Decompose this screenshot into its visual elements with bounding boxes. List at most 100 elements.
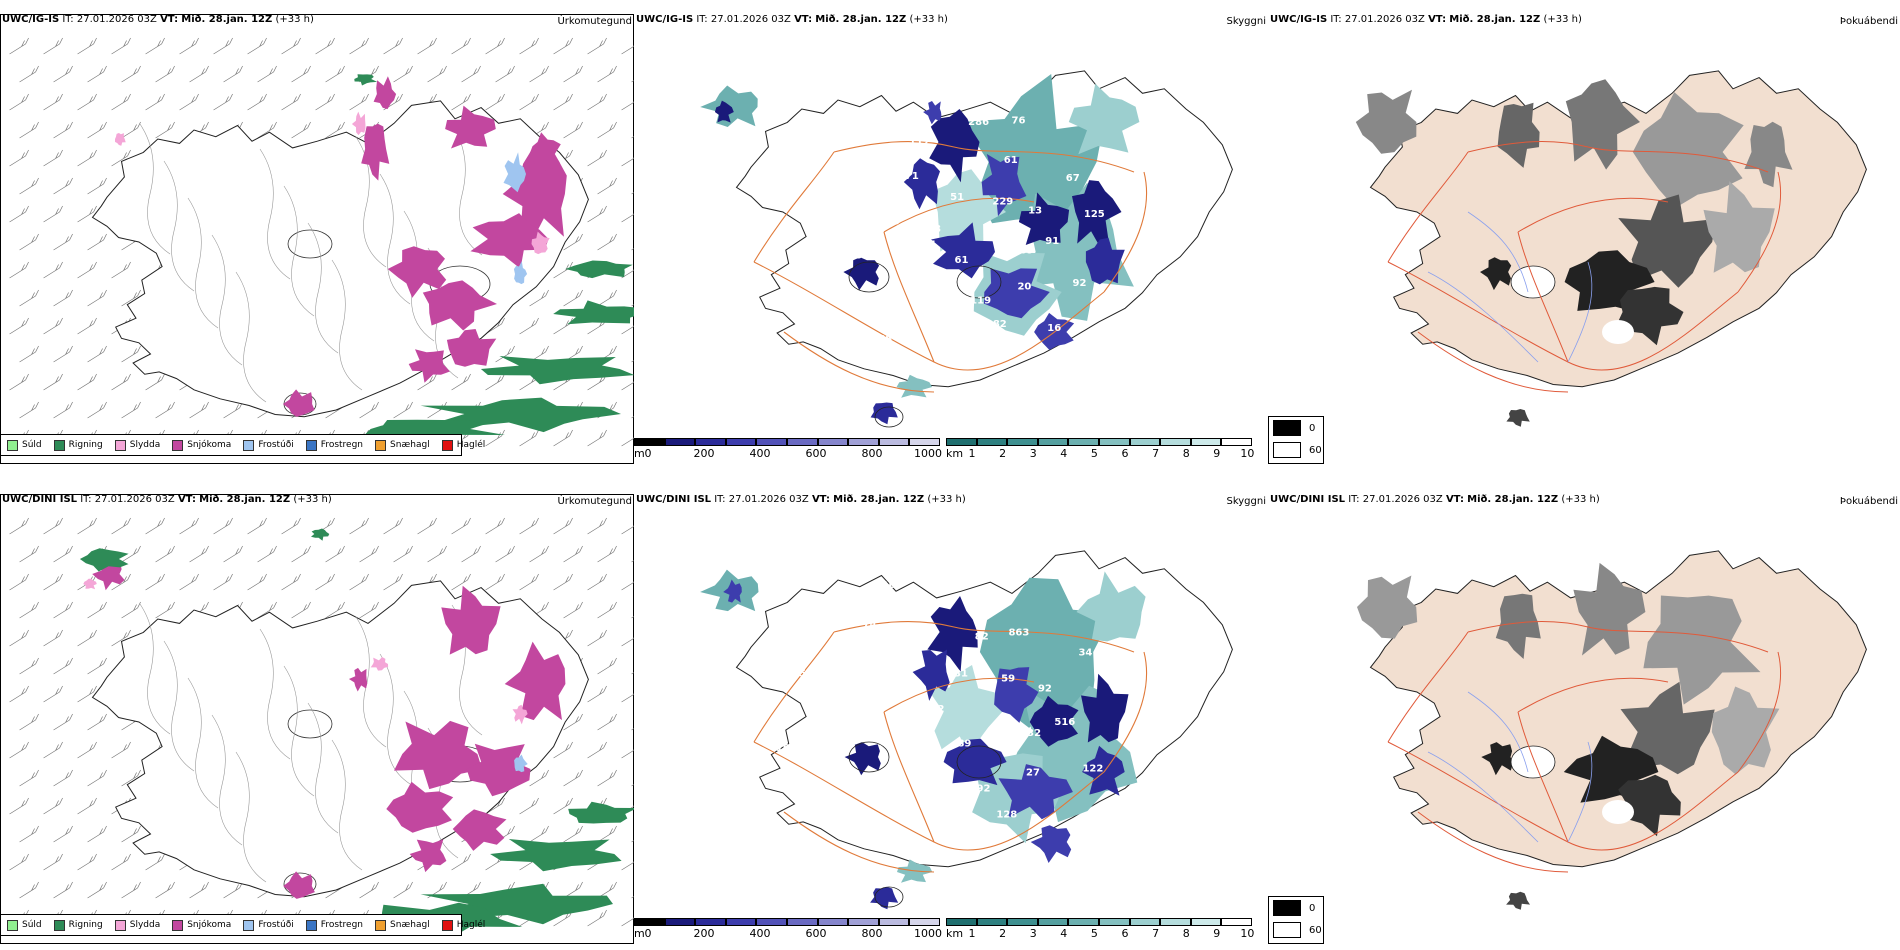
- colorbar-segment: [1160, 918, 1191, 926]
- legend-label: Snjókoma: [187, 440, 232, 450]
- snow-area: [387, 246, 447, 298]
- visibility-area: [1068, 83, 1140, 155]
- legend-swatch: [375, 439, 387, 451]
- sleet-area: [370, 657, 389, 671]
- fog-area: [1643, 595, 1761, 705]
- ceiling-value-label: 86: [974, 586, 988, 597]
- visibility-map-panel: UWC/IG-IS IT: 27.01.2026 03Z VT: Mið. 28…: [634, 14, 1268, 464]
- panel-title: Þokuábendi: [1839, 16, 1898, 27]
- colorbar-segment: [1007, 438, 1038, 446]
- colorbar-segment: [1221, 918, 1252, 926]
- legend-item: 60: [1269, 919, 1323, 941]
- sleet-area: [83, 578, 97, 590]
- colorbar-tick-label: 10: [1240, 927, 1255, 940]
- colorbar-tick-label: 0: [644, 447, 652, 460]
- fog-areas: [1357, 562, 1780, 910]
- legend-label: Frostregn: [320, 440, 364, 450]
- ceiling-value-label: 61: [955, 255, 969, 266]
- ceiling-value-label: 77: [887, 112, 901, 123]
- road-network: [753, 621, 1148, 873]
- legend-swatch: [172, 439, 184, 451]
- ceiling-value-label: 187: [914, 239, 935, 250]
- ceiling-area: [870, 887, 899, 910]
- legend-item: 0: [1269, 417, 1323, 439]
- iceland-outline: [91, 580, 589, 898]
- panel-header: UWC/DINI ISL IT: 27.01.2026 03Z VT: Mið.…: [1270, 494, 1600, 505]
- ceiling-area: [1085, 237, 1125, 285]
- fog-area: [1618, 194, 1716, 288]
- ceiling-area: [923, 101, 942, 125]
- ceiling-value-label: 85: [909, 764, 923, 775]
- colorbar-segment: [946, 438, 977, 446]
- colorbar-segment: [634, 918, 665, 926]
- colorbar-segment: [664, 918, 696, 926]
- legend-item: Súld: [7, 919, 42, 931]
- lead-time: (+33 h): [275, 14, 314, 25]
- fog-indicator-legend: 0 60: [1268, 896, 1324, 944]
- snow-area: [373, 76, 397, 110]
- it-label: IT:: [80, 494, 92, 505]
- legend-item: Rigning: [53, 439, 103, 451]
- fog-area: [1481, 742, 1513, 776]
- legend-swatch: [375, 919, 387, 931]
- ceiling-value-label: 90: [976, 350, 990, 361]
- ceiling-area: [1034, 312, 1075, 350]
- ceiling-value-label: 73: [886, 216, 900, 227]
- colorbar-segment: [787, 918, 818, 926]
- colorbar-segment: [878, 918, 910, 926]
- colorbar-tick-label: 3: [1029, 927, 1037, 940]
- fog-area: [1357, 575, 1418, 639]
- fog-area: [1711, 686, 1780, 775]
- ceiling-value-label: 125: [1084, 209, 1105, 220]
- panel-header: UWC/DINI ISL IT: 27.01.2026 03Z VT: Mið.…: [636, 494, 966, 505]
- ceiling-area: [998, 764, 1073, 820]
- ceiling-value-label: 516: [1054, 717, 1075, 728]
- snow-area: [529, 132, 561, 174]
- sleet-area: [531, 231, 550, 255]
- glacier-area: [1510, 265, 1556, 299]
- it-value: 27.01.2026 03Z: [1362, 494, 1443, 505]
- legend-label: 60: [1309, 924, 1322, 936]
- ceiling-value-label: 75: [812, 192, 826, 203]
- ceiling-value-label: 132: [1020, 728, 1041, 739]
- legend-item: Súld: [7, 439, 42, 451]
- legend-item: Slydda: [114, 439, 160, 451]
- lead-time: (+33 h): [293, 494, 332, 505]
- legend-item: Rigning: [53, 919, 103, 931]
- panel-title: Skyggni: [1226, 496, 1266, 507]
- colorbar-segment: [1190, 438, 1222, 446]
- ceiling-value-label: 205: [877, 695, 898, 706]
- legend-item: Snjókoma: [172, 439, 232, 451]
- sleet-area: [115, 133, 126, 146]
- colorbar-segment: [1007, 918, 1038, 926]
- it-label: IT:: [1348, 494, 1360, 505]
- rain-area: [565, 260, 633, 279]
- ceiling-value-label: 80: [922, 88, 936, 99]
- colorbar-segment: [946, 918, 977, 926]
- ceiling-value-label: 25: [871, 147, 885, 158]
- panel-title: Skyggni: [1226, 16, 1266, 27]
- colorbar-segment: [634, 438, 665, 446]
- fog-area: [1573, 562, 1646, 656]
- rain-area: [311, 528, 330, 541]
- legend-item: Snæhagl: [375, 439, 430, 451]
- ceiling-value-label: 55: [855, 251, 869, 262]
- snow-area: [409, 839, 447, 873]
- colorbar-segment: [878, 438, 910, 446]
- colorbar-segment: [1129, 918, 1161, 926]
- colorbar-tick-label: 4: [1060, 927, 1068, 940]
- colorbar-unit: km: [946, 927, 964, 940]
- ceiling-value-label: 232: [924, 704, 945, 715]
- snow-area: [361, 123, 390, 181]
- ceiling-value-label: 112: [909, 137, 930, 148]
- model-name: UWC/IG-IS: [1270, 14, 1328, 25]
- colorbar-segment: [725, 438, 757, 446]
- ceiling-area: [1081, 673, 1129, 743]
- vt-value: Mið. 28.jan. 12Z: [1467, 494, 1559, 505]
- model-name: UWC/DINI ISL: [1270, 494, 1346, 505]
- ceiling-value-label: 91: [1045, 236, 1059, 247]
- legend-item: Haglél: [441, 919, 485, 931]
- ceiling-value-label: 122: [837, 229, 858, 240]
- snow-area: [408, 349, 450, 383]
- rain-area: [490, 839, 622, 872]
